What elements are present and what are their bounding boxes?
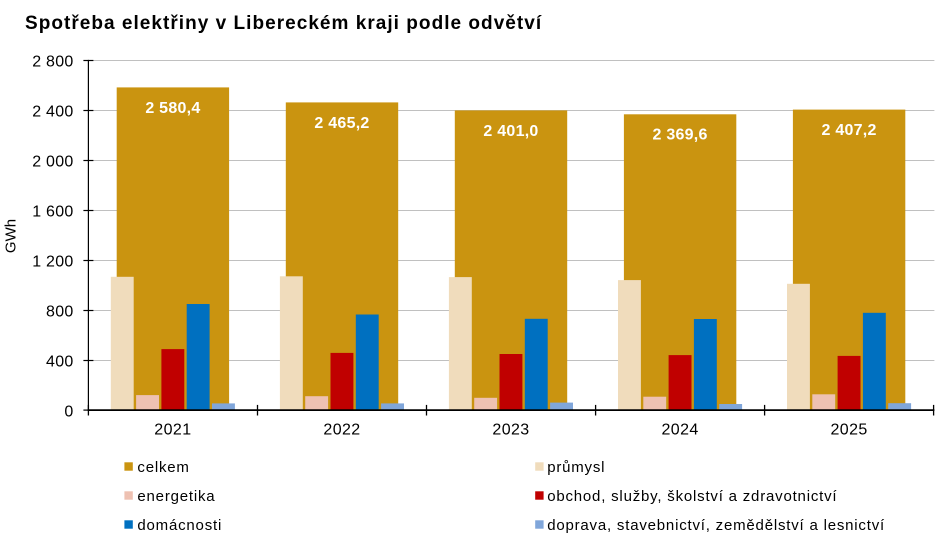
svg-text:2024: 2024 [661,422,698,439]
svg-text:1 200: 1 200 [32,253,73,270]
svg-text:2 800: 2 800 [32,53,73,70]
svg-text:2021: 2021 [154,422,191,439]
svg-text:GWh: GWh [3,219,20,253]
svg-text:2025: 2025 [830,422,867,439]
svg-text:2022: 2022 [323,422,360,439]
svg-text:celkem: celkem [137,459,189,476]
svg-text:2 580,4: 2 580,4 [145,100,200,117]
svg-text:obchod, služby, školství a zdr: obchod, služby, školství a zdravotnictví [547,488,837,505]
svg-text:průmysl: průmysl [547,459,605,476]
svg-text:domácnosti: domácnosti [137,517,222,534]
svg-text:2 369,6: 2 369,6 [653,127,708,144]
svg-text:400: 400 [46,353,73,370]
svg-text:1 600: 1 600 [32,203,73,220]
svg-text:energetika: energetika [137,488,215,505]
svg-text:2023: 2023 [492,422,529,439]
svg-text:2 407,2: 2 407,2 [822,122,877,139]
svg-text:2 400: 2 400 [32,103,73,120]
svg-text:doprava, stavebnictví, zeměděl: doprava, stavebnictví, zemědělství a les… [547,517,885,534]
svg-text:0: 0 [64,403,73,420]
svg-text:2 401,0: 2 401,0 [483,123,538,140]
svg-text:2 465,2: 2 465,2 [314,115,369,132]
svg-text:Spotřeba elektřiny v Liberecké: Spotřeba elektřiny v Libereckém kraji po… [25,13,542,34]
svg-text:800: 800 [46,303,73,320]
svg-text:2 000: 2 000 [32,153,73,170]
